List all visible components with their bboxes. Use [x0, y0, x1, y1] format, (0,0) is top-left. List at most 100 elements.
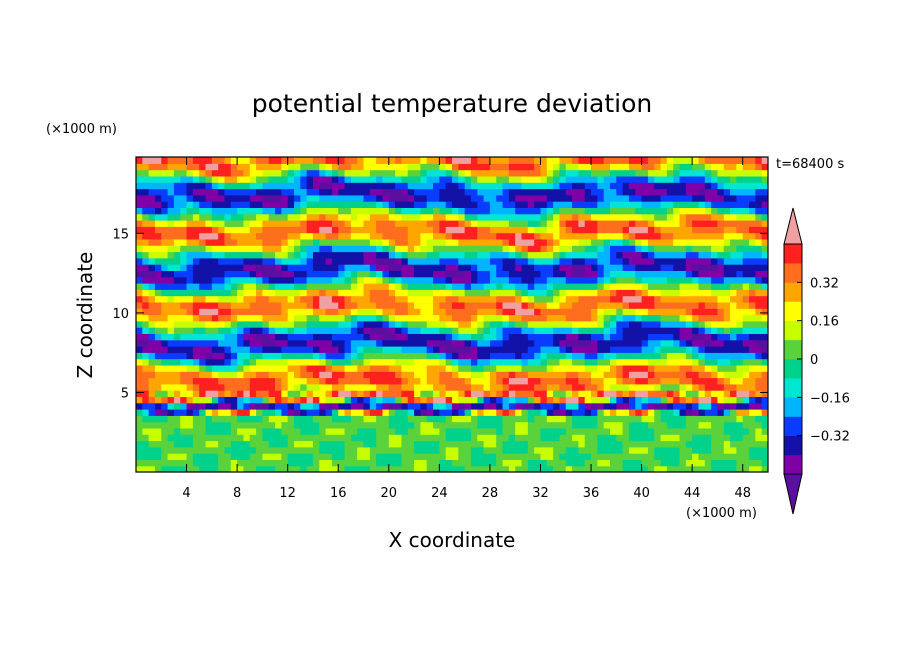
field-cell	[268, 207, 276, 215]
field-cell	[294, 194, 301, 202]
field-cell	[218, 220, 226, 227]
field-cell	[388, 264, 396, 271]
field-cell	[546, 308, 554, 316]
field-cell	[628, 327, 636, 334]
field-cell	[666, 358, 674, 366]
field-cell	[711, 245, 719, 253]
field-cell	[268, 446, 276, 454]
field-cell	[654, 453, 662, 460]
field-cell	[698, 163, 706, 171]
field-cell	[755, 163, 763, 171]
field-cell	[458, 182, 466, 190]
field-cell	[470, 232, 478, 240]
field-cell	[325, 194, 333, 202]
field-cell	[622, 163, 630, 171]
field-cell	[388, 320, 396, 328]
field-cell	[426, 409, 434, 416]
field-cell	[515, 358, 523, 366]
field-cell	[711, 207, 719, 215]
field-cell	[249, 371, 257, 379]
field-cell	[331, 301, 339, 309]
field-cell	[230, 440, 238, 448]
field-cell	[306, 264, 314, 271]
field-cell	[161, 346, 169, 353]
field-cell	[698, 396, 706, 404]
field-cell	[199, 289, 207, 297]
field-cell	[597, 182, 605, 190]
field-cell	[363, 232, 371, 240]
field-cell	[534, 320, 542, 328]
field-cell	[597, 276, 605, 284]
field-cell	[736, 364, 744, 372]
field-cell	[553, 283, 561, 290]
field-cell	[553, 175, 561, 183]
field-cell	[414, 157, 421, 164]
field-cell	[597, 314, 605, 322]
field-cell	[502, 427, 510, 435]
field-cell	[761, 182, 768, 190]
field-cell	[420, 232, 428, 240]
field-cell	[685, 163, 693, 171]
field-cell	[546, 339, 554, 347]
field-cell	[331, 453, 339, 460]
field-cell	[369, 245, 377, 253]
field-cell	[173, 427, 181, 435]
field-cell	[736, 201, 744, 208]
field-cell	[496, 283, 504, 290]
field-cell	[439, 371, 447, 379]
field-cell	[723, 465, 731, 472]
field-cell	[256, 301, 263, 309]
field-cell	[395, 207, 403, 215]
field-cell	[180, 415, 188, 423]
field-cell	[540, 440, 548, 448]
field-cell	[572, 301, 579, 309]
field-cell	[161, 251, 169, 259]
field-cell	[426, 320, 434, 328]
field-cell	[730, 220, 737, 227]
field-cell	[294, 352, 301, 360]
field-cell	[275, 213, 282, 221]
field-cell	[452, 238, 459, 246]
field-cell	[414, 421, 421, 429]
field-cell	[641, 201, 649, 208]
field-cell	[300, 251, 308, 259]
field-cell	[641, 157, 649, 164]
field-cell	[641, 440, 649, 448]
field-cell	[192, 314, 200, 322]
field-cell	[654, 238, 662, 246]
field-cell	[597, 257, 605, 265]
field-cell	[591, 169, 598, 177]
field-cell	[344, 175, 352, 183]
field-cell	[262, 434, 270, 442]
field-cell	[742, 409, 750, 416]
field-cell	[433, 188, 440, 196]
field-cell	[350, 333, 358, 341]
field-cell	[483, 327, 491, 334]
field-cell	[534, 276, 542, 284]
field-cell	[591, 264, 598, 271]
field-cell	[622, 157, 630, 164]
field-cell	[167, 409, 175, 416]
field-cell	[616, 188, 624, 196]
field-cell	[230, 396, 238, 404]
field-cell	[154, 251, 162, 259]
field-cell	[534, 358, 542, 366]
field-cell	[717, 201, 725, 208]
field-cell	[344, 295, 352, 303]
field-cell	[167, 194, 175, 202]
field-cell	[711, 358, 719, 366]
field-cell	[578, 289, 586, 297]
field-cell	[243, 427, 251, 435]
field-cell	[211, 276, 219, 284]
field-cell	[704, 352, 712, 360]
field-cell	[730, 415, 737, 423]
field-cell	[565, 238, 573, 246]
field-cell	[603, 377, 611, 385]
field-cell	[628, 157, 636, 164]
field-cell	[647, 163, 655, 171]
field-cell	[306, 314, 314, 322]
field-cell	[357, 446, 365, 454]
field-cell	[376, 390, 384, 397]
field-cell	[635, 453, 643, 460]
field-cell	[622, 270, 630, 278]
